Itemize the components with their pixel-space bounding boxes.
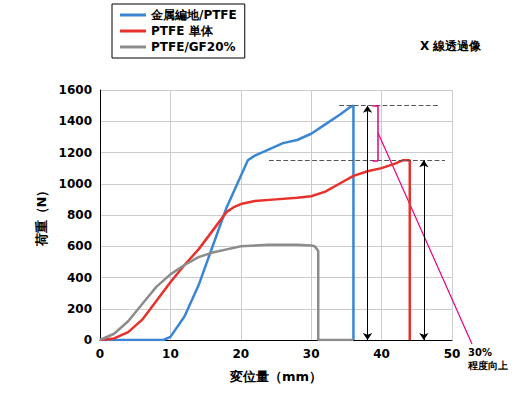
svg-text:0: 0 bbox=[96, 347, 104, 361]
svg-text:PTFE/GF20%: PTFE/GF20% bbox=[151, 40, 236, 54]
svg-text:50: 50 bbox=[444, 347, 461, 361]
svg-text:30: 30 bbox=[303, 347, 320, 361]
svg-text:程度向上: 程度向上 bbox=[467, 360, 508, 371]
svg-text:30%: 30% bbox=[468, 347, 492, 358]
svg-text:600: 600 bbox=[67, 239, 92, 253]
svg-text:800: 800 bbox=[67, 208, 92, 222]
svg-text:20: 20 bbox=[232, 347, 249, 361]
svg-text:1000: 1000 bbox=[59, 177, 92, 191]
svg-text:0: 0 bbox=[84, 333, 92, 347]
svg-text:1600: 1600 bbox=[59, 83, 92, 97]
svg-text:金属編地/PTFE: 金属編地/PTFE bbox=[150, 8, 237, 22]
svg-text:1200: 1200 bbox=[59, 146, 92, 160]
svg-text:PTFE 単体: PTFE 単体 bbox=[151, 24, 214, 38]
svg-text:変位量（mm）: 変位量（mm） bbox=[229, 369, 322, 384]
svg-text:400: 400 bbox=[67, 271, 92, 285]
svg-text:40: 40 bbox=[373, 347, 390, 361]
svg-text:X 線透過像: X 線透過像 bbox=[420, 39, 482, 53]
svg-text:10: 10 bbox=[162, 347, 179, 361]
svg-text:1400: 1400 bbox=[59, 114, 92, 128]
svg-text:荷重（N）: 荷重（N） bbox=[34, 184, 49, 248]
svg-text:200: 200 bbox=[67, 302, 92, 316]
